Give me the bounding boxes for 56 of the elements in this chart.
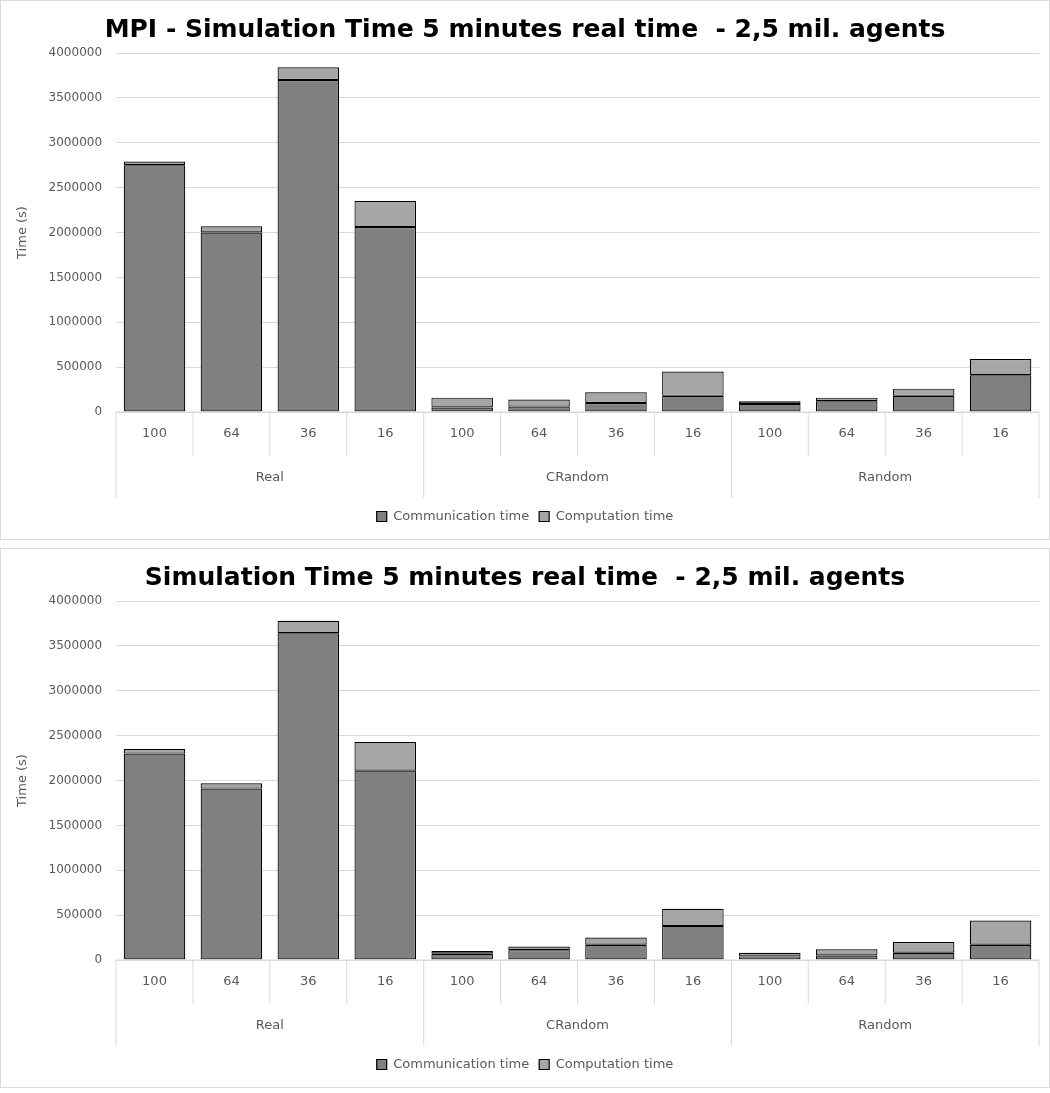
x-tick-label: 36: [607, 425, 625, 441]
y-tick-label: 0: [94, 404, 103, 419]
y-tick-label: 4000000: [48, 593, 103, 608]
text: Random: [858, 1017, 913, 1033]
x-tick-label: 16: [992, 425, 1009, 441]
x-tick-label: 36: [300, 973, 317, 989]
x-tick-label: 64: [223, 425, 240, 441]
text: Random: [858, 469, 913, 485]
y-tick-label: 3000000: [48, 682, 103, 697]
y-tick-label: 3000000: [48, 134, 103, 149]
x-tick-label: 36: [915, 425, 932, 441]
x-tick-label: 16: [376, 425, 394, 441]
legend-label: Computation time: [555, 507, 674, 523]
x-tick-label: 36: [607, 973, 625, 989]
x-tick-label: 16: [376, 973, 394, 989]
x-tick-label: 36: [300, 425, 317, 441]
x-tick-label: 64: [223, 973, 240, 989]
y-tick-label: 4000000: [48, 45, 103, 60]
text: CRandom: [546, 1017, 609, 1033]
y-tick-label: 2000000: [48, 224, 103, 239]
x-tick-label: 100: [449, 425, 475, 441]
y-tick-label: 3500000: [48, 638, 103, 652]
text: Real: [255, 469, 284, 485]
chart-title: Simulation Time 5 minutes real time - 2,5 mil. agents: [144, 561, 906, 591]
x-tick-label: 100: [142, 973, 167, 989]
y-tick-label: 1000000: [48, 862, 103, 877]
y-tick-label: 0: [94, 952, 103, 967]
y-axis-title: Time (s): [14, 754, 30, 808]
x-tick-label: 100: [757, 425, 783, 441]
x-tick-label: 36: [915, 973, 932, 989]
legend-label: Computation time: [555, 1055, 674, 1071]
x-tick-label: 16: [684, 973, 702, 989]
x-tick-label: 64: [838, 973, 855, 989]
x-tick-label: 100: [757, 973, 783, 989]
x-tick-label: 16: [684, 425, 702, 441]
y-tick-label: 3500000: [48, 90, 103, 104]
y-axis-title: Time (s): [14, 206, 30, 260]
y-tick-label: 500000: [56, 907, 103, 922]
y-tick-label: 2500000: [48, 179, 103, 194]
x-tick-label: 64: [530, 425, 548, 441]
legend-label: Communication time: [393, 1055, 530, 1071]
y-tick-label: 1500000: [48, 269, 103, 284]
x-tick-label: 16: [992, 973, 1009, 989]
x-tick-label: 64: [838, 425, 855, 441]
y-tick-label: 500000: [56, 359, 103, 374]
y-tick-label: 2000000: [48, 772, 103, 787]
x-tick-label: 64: [530, 973, 548, 989]
y-tick-label: 1000000: [48, 314, 103, 329]
x-tick-label: 100: [449, 973, 475, 989]
legend-label: Communication time: [393, 507, 530, 523]
text: Real: [255, 1017, 284, 1033]
chart-title: MPI - Simulation Time 5 minutes real time - 2,5 mil. agents: [104, 13, 946, 43]
y-tick-label: 2500000: [48, 727, 103, 742]
x-tick-label: 100: [142, 425, 167, 441]
y-tick-label: 1500000: [48, 817, 103, 832]
text: CRandom: [546, 469, 609, 485]
